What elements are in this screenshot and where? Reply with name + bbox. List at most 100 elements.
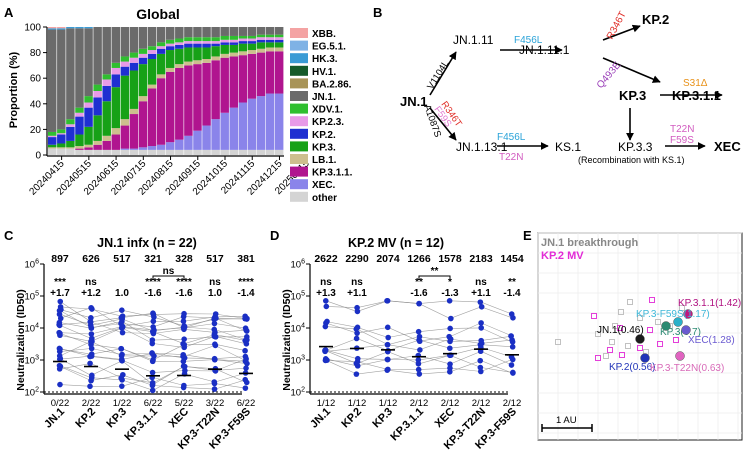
data-point xyxy=(56,307,63,314)
legend-label: HK.3. xyxy=(312,54,338,65)
bar-segment-kp23 xyxy=(265,37,275,40)
bar-segment-other xyxy=(229,149,239,155)
panel-letter-e: E xyxy=(523,228,532,243)
bar-segment-xbb xyxy=(57,27,66,29)
bar-segment-kp311 xyxy=(175,67,184,140)
below-detection: 6/22 xyxy=(144,398,163,409)
bar-segment-jn1 xyxy=(147,27,157,47)
bar-segment-kp2 xyxy=(211,43,220,47)
bar-segment-xdv1 xyxy=(256,34,266,38)
bar-segment-jn1 xyxy=(184,27,193,38)
data-point xyxy=(244,337,250,343)
legend-label: KP.3.1.1. xyxy=(312,168,353,179)
bar-segment-kp2 xyxy=(166,46,175,51)
data-point xyxy=(180,313,187,320)
legend-swatch xyxy=(290,116,308,127)
bar-segment-jn1 xyxy=(102,27,111,75)
bar-segment-jn1 xyxy=(265,27,275,35)
bar-segment-jn1 xyxy=(175,27,184,39)
bar-segment-xec xyxy=(211,119,220,150)
bar-segment-xdv1 xyxy=(202,37,211,42)
node-kp311: KP.3.1.1 xyxy=(672,88,721,103)
bar-segment-other xyxy=(93,149,102,155)
data-point xyxy=(447,345,453,352)
bar-segment-xdv1 xyxy=(102,74,111,80)
bar-segment-xdv1 xyxy=(265,34,275,38)
legend-label: other xyxy=(312,193,337,204)
antigen-label: KP.3(0.7) xyxy=(660,327,701,338)
bar-segment-jn1 xyxy=(57,29,66,130)
bar-segment-other xyxy=(75,149,84,155)
bar-segment-xdv1 xyxy=(120,56,130,62)
bar-segment-jn1 xyxy=(193,27,202,38)
data-point xyxy=(416,333,423,340)
antigen-point xyxy=(661,321,671,331)
bar-segment-other xyxy=(66,148,75,155)
bar-segment-xbb xyxy=(48,27,57,29)
legend-label: XEC. xyxy=(312,180,336,191)
bar-segment-xec xyxy=(184,135,193,150)
bar-segment-kp23 xyxy=(156,46,166,49)
antigen-point xyxy=(635,334,645,344)
below-detection: 1/22 xyxy=(113,398,132,409)
data-point xyxy=(181,324,188,330)
bar-segment-jn1 xyxy=(220,27,229,36)
scale-bar-label: 1 AU xyxy=(556,415,577,426)
data-point xyxy=(508,362,515,368)
gmt-value: 2183 xyxy=(469,253,493,265)
bar-segment-xec xyxy=(193,130,202,150)
fold-change: -1.4 xyxy=(503,288,521,299)
node-jn1-11-1: JN.1.11.1 xyxy=(519,43,570,57)
bar-segment-other xyxy=(202,149,211,155)
legend-label: JN.1. xyxy=(312,92,336,103)
category-label: KP.3.1.1 xyxy=(122,406,160,444)
data-point xyxy=(119,329,126,336)
data-point xyxy=(118,346,125,352)
data-point xyxy=(243,356,249,362)
data-point xyxy=(242,347,248,354)
fold-change: +1.1 xyxy=(347,288,367,299)
data-point xyxy=(384,356,391,363)
fold-change: +1.7 xyxy=(50,288,70,299)
data-point xyxy=(510,315,516,321)
data-point xyxy=(211,380,218,387)
bar-segment-kp311 xyxy=(247,53,257,99)
data-point xyxy=(182,367,188,374)
data-point xyxy=(56,321,62,328)
serum-marker xyxy=(647,327,653,333)
bar-segment-kp23 xyxy=(238,38,248,42)
below-detection: 2/22 xyxy=(82,398,101,409)
significance-label: *** xyxy=(54,277,66,288)
data-point xyxy=(509,339,516,345)
data-point xyxy=(478,325,485,331)
data-point xyxy=(353,371,360,377)
bar-segment-kp311 xyxy=(184,65,193,136)
bar-segment-lb1 xyxy=(66,147,75,149)
bar-segment-kp311 xyxy=(120,125,130,149)
bar-segment-xec xyxy=(265,93,275,150)
bar-segment-kp3 xyxy=(111,87,121,129)
mut-r346t-a: R346T xyxy=(605,10,629,42)
bar-segment-xdv1 xyxy=(57,129,66,134)
bar-segment-kp311 xyxy=(229,56,239,108)
data-point xyxy=(242,385,249,391)
ytick-label: 103 xyxy=(291,355,306,367)
bar-segment-xdv1 xyxy=(156,42,166,47)
bar-segment-kp311 xyxy=(93,144,102,150)
data-point xyxy=(149,369,156,376)
bar-segment-other xyxy=(193,149,202,155)
ytick-label: 103 xyxy=(25,355,40,367)
data-point xyxy=(88,335,95,342)
gmt-value: 2622 xyxy=(314,253,338,265)
bar-segment-lb1 xyxy=(102,135,111,141)
data-point xyxy=(211,320,218,327)
panel-c-ylabel-text: Neutralization (ID50) xyxy=(15,289,27,391)
bar-segment-kp23 xyxy=(93,91,102,98)
ytick-label: 104 xyxy=(25,323,40,335)
significance-label: **** xyxy=(176,277,192,288)
bar-segment-lb1 xyxy=(238,51,248,56)
bar-segment-lb1 xyxy=(57,147,66,149)
data-point xyxy=(118,375,124,381)
bar-segment-kp2 xyxy=(202,43,211,48)
panel-b-lineage-tree: JN.1 JN.1.11 JN.1.11.1 KP.2 KP.3 KP.3.1.… xyxy=(400,10,741,165)
